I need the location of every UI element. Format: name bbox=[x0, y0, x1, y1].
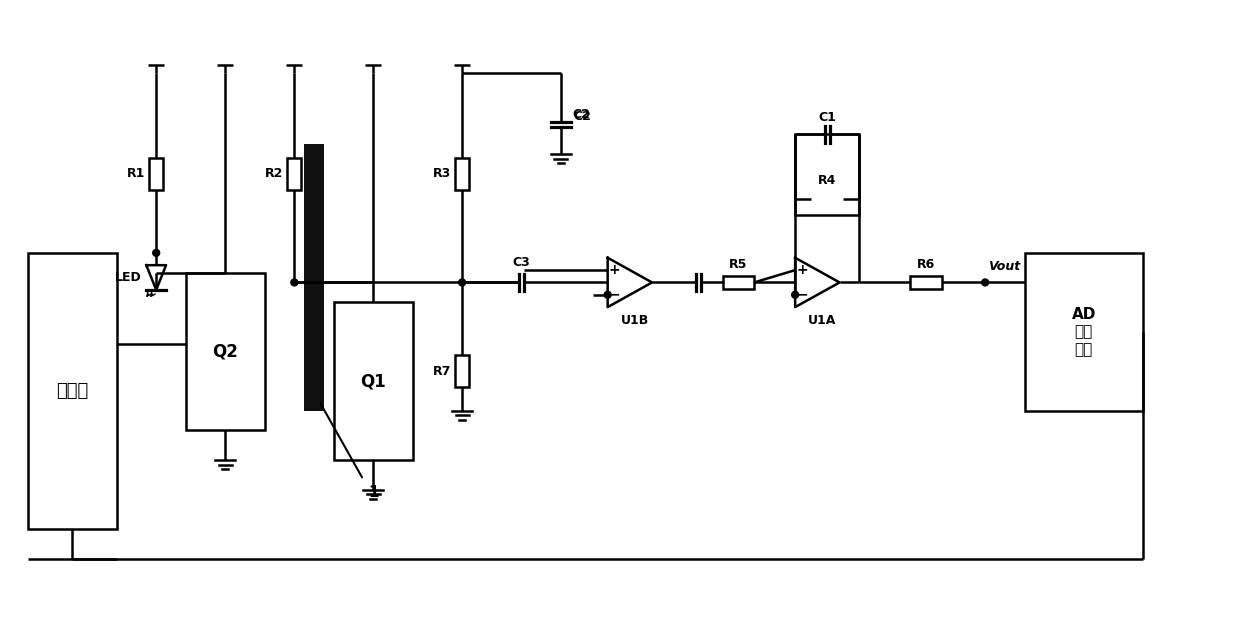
Text: C1: C1 bbox=[818, 111, 836, 124]
Text: −: − bbox=[796, 288, 808, 302]
Bar bbox=[29, 253, 117, 529]
Bar bbox=[334, 302, 413, 460]
Text: R5: R5 bbox=[729, 258, 748, 270]
Text: Q1: Q1 bbox=[361, 372, 386, 390]
Bar bbox=[304, 144, 324, 411]
Text: −: − bbox=[609, 288, 620, 302]
Text: LED: LED bbox=[114, 271, 141, 284]
Text: U1B: U1B bbox=[621, 314, 649, 327]
Text: R3: R3 bbox=[433, 167, 451, 180]
Text: R4: R4 bbox=[818, 174, 837, 186]
Bar bbox=[186, 272, 265, 430]
Text: C3: C3 bbox=[512, 255, 531, 269]
Circle shape bbox=[291, 279, 298, 286]
Text: +: + bbox=[609, 263, 620, 277]
Text: 1: 1 bbox=[368, 485, 379, 500]
Text: R7: R7 bbox=[433, 365, 451, 378]
Bar bbox=[455, 158, 469, 190]
Text: AD
转换
电路: AD 转换 电路 bbox=[1071, 307, 1096, 356]
Text: U1A: U1A bbox=[808, 314, 837, 327]
Bar bbox=[455, 355, 469, 387]
Text: Q2: Q2 bbox=[212, 343, 238, 360]
Text: Vout: Vout bbox=[988, 260, 1021, 272]
Circle shape bbox=[982, 279, 988, 286]
Circle shape bbox=[791, 291, 799, 298]
Text: +: + bbox=[796, 263, 808, 277]
Bar bbox=[811, 191, 843, 205]
Bar bbox=[1024, 253, 1143, 411]
Circle shape bbox=[459, 279, 465, 286]
Bar bbox=[910, 276, 941, 289]
Text: C2: C2 bbox=[574, 110, 591, 123]
Circle shape bbox=[604, 291, 611, 298]
Bar bbox=[149, 158, 164, 190]
Circle shape bbox=[153, 250, 160, 257]
Bar bbox=[795, 135, 859, 216]
Bar bbox=[723, 276, 754, 289]
Text: R6: R6 bbox=[916, 258, 935, 270]
Text: R2: R2 bbox=[265, 167, 284, 180]
Text: R1: R1 bbox=[126, 167, 145, 180]
Bar bbox=[288, 158, 301, 190]
Text: C2: C2 bbox=[573, 108, 590, 121]
Text: 控制器: 控制器 bbox=[56, 382, 88, 400]
